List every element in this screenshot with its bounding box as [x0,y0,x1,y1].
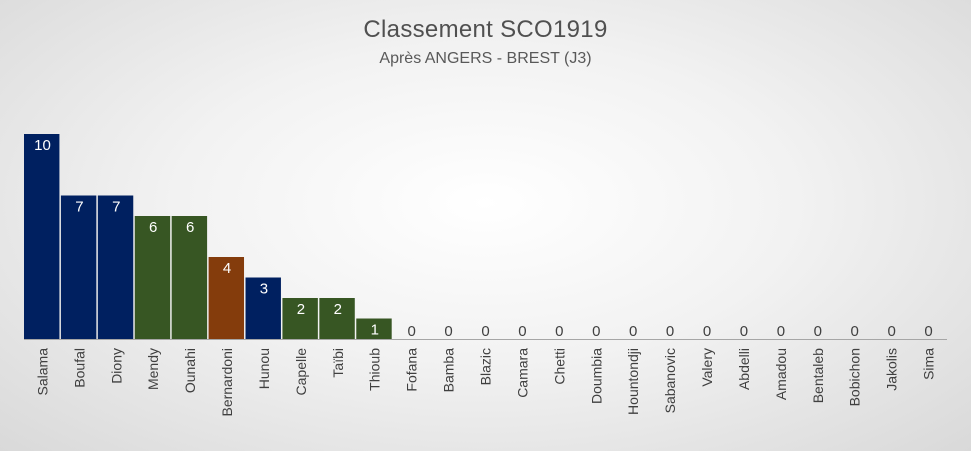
bar-boufal [60,195,97,339]
x-tick-label-bobichon: Bobichon [847,348,863,406]
x-tick-label-bamba: Bamba [441,348,457,393]
x-tick-label-hountondji: Hountondji [625,348,641,415]
x-tick-label-diony: Diony [108,348,124,384]
data-label-fofana: 0 [407,323,415,340]
bar-diony [97,195,134,339]
x-tick-label-boufal: Boufal [71,348,87,388]
data-label-bamba: 0 [444,323,452,340]
data-label-hunou: 3 [260,281,268,298]
data-label-ounahi: 6 [186,219,194,236]
x-tick-label-bentaleb: Bentaleb [810,348,826,403]
x-tick-label-camara: Camara [514,348,530,398]
data-label-boufal: 7 [75,199,83,216]
x-tick-label-sima: Sima [921,348,937,380]
bar-mendy [134,216,171,339]
x-tick-label-thioub: Thioub [367,348,383,391]
x-tick-label-taïbi: Taïbi [330,348,346,378]
x-tick-label-salama: Salama [34,348,50,396]
x-tick-label-amadou: Amadou [773,348,789,400]
bar-ounahi [171,216,208,339]
x-tick-label-bernardoni: Bernardoni [219,348,235,417]
x-tick-label-hunou: Hunou [256,348,272,389]
data-label-diony: 7 [112,199,120,216]
data-label-camara: 0 [518,323,526,340]
x-tick-label-valery: Valery [699,348,715,387]
data-label-sabanovic: 0 [666,323,674,340]
x-tick-label-chetti: Chetti [551,348,567,385]
x-tick-label-doumbia: Doumbia [588,348,604,404]
data-label-bentaleb: 0 [814,323,822,340]
data-label-chetti: 0 [555,323,563,340]
data-label-salama: 10 [34,137,51,154]
data-label-blazic: 0 [481,323,489,340]
x-tick-label-blazic: Blazic [478,348,494,385]
bar-thioub [356,318,392,339]
data-label-amadou: 0 [777,323,785,340]
x-tick-label-mendy: Mendy [145,348,161,390]
bar-taïbi [319,298,355,339]
data-label-abdelli: 0 [740,323,748,340]
x-tick-label-capelle: Capelle [293,348,309,396]
data-label-jakolis: 0 [887,323,895,340]
chart-subtitle: Après ANGERS - BREST (J3) [379,50,592,67]
data-label-hountondji: 0 [629,323,637,340]
x-tick-label-sabanovic: Sabanovic [662,348,678,413]
x-tick-label-ounahi: Ounahi [182,348,198,393]
data-label-thioub: 1 [371,322,379,339]
x-tick-label-fofana: Fofana [404,348,420,392]
data-label-bernardoni: 4 [223,260,231,277]
data-label-mendy: 6 [149,219,157,236]
x-tick-label-jakolis: Jakolis [884,348,900,391]
chart-title: Classement SCO1919 [363,16,608,43]
data-label-taïbi: 2 [334,301,342,318]
bar-bernardoni [208,257,245,339]
data-label-sima: 0 [924,323,932,340]
x-tick-label-abdelli: Abdelli [736,348,752,390]
data-label-bobichon: 0 [851,323,859,340]
data-label-doumbia: 0 [592,323,600,340]
bar-capelle [282,298,318,339]
bar-hunou [245,277,281,339]
bar-salama [24,134,60,339]
data-label-capelle: 2 [297,301,305,318]
data-label-valery: 0 [703,323,711,340]
